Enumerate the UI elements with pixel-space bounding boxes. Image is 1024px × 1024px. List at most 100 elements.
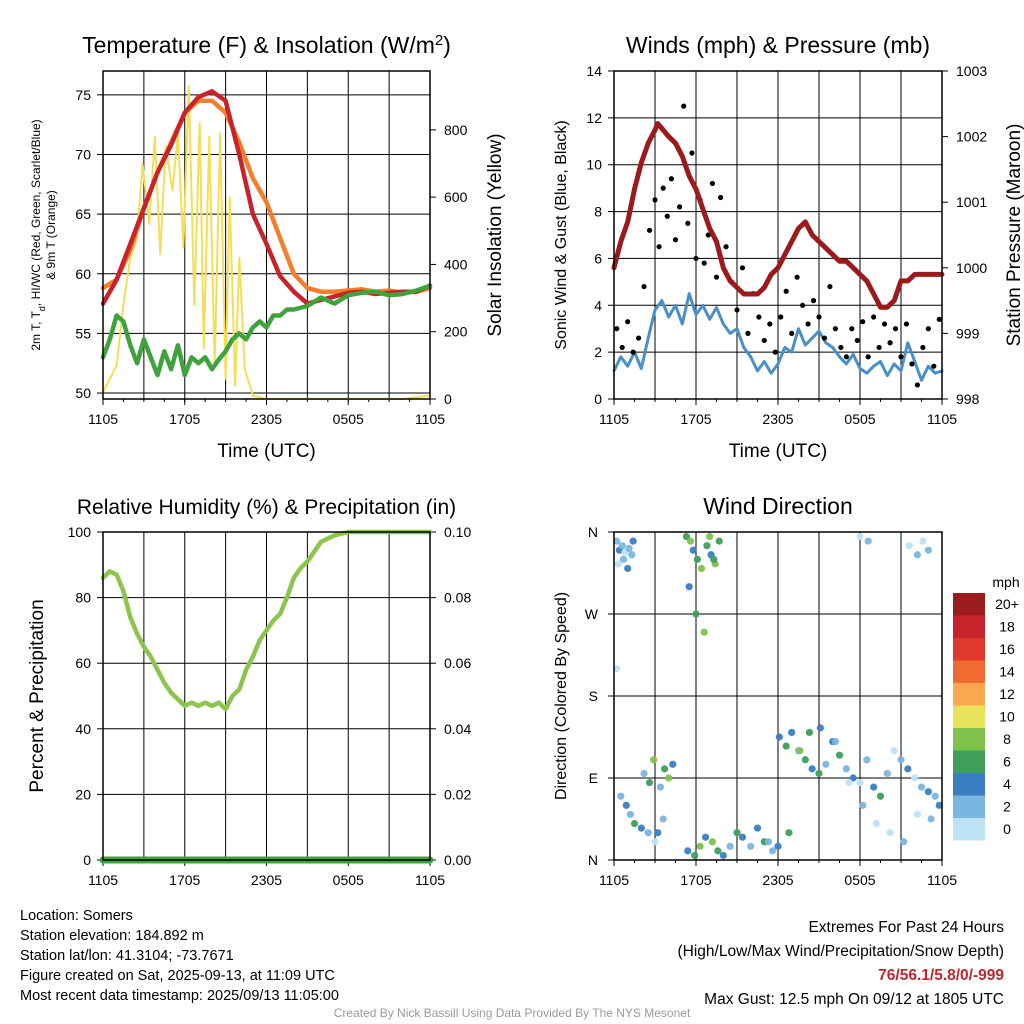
direction-point — [697, 564, 706, 573]
gust-point — [925, 326, 931, 332]
humidity-chart: 1105 1705 2305 0505 1105 0 20 40 60 80 100 0.00 0.02… — [27, 496, 471, 888]
direction-point — [686, 537, 695, 545]
direction-point — [863, 756, 871, 764]
colorbar-swatch — [953, 795, 985, 818]
gust-point — [931, 363, 937, 369]
direction-point — [904, 765, 912, 773]
direction-point — [911, 774, 919, 782]
gust-point — [756, 314, 762, 320]
plot-border — [613, 531, 943, 861]
y2-axis-label: Station Pressure (Maroon) — [1004, 124, 1024, 347]
direction-point — [808, 765, 816, 773]
y-axis-label-line2: & 9m T (Orange) — [44, 190, 58, 280]
ylabel-sub: d — [37, 306, 47, 311]
direction-point — [913, 551, 922, 559]
colorbar-swatch — [953, 773, 985, 796]
direction-point — [842, 765, 850, 773]
gust-point — [652, 197, 658, 203]
colorbar-swatch — [953, 818, 985, 841]
y2-tick-label: 0.08 — [444, 590, 471, 606]
y2-tick-label: 1000 — [956, 260, 987, 276]
colorbar-label: 14 — [999, 664, 1015, 680]
direction-point — [738, 833, 747, 841]
direction-point — [864, 537, 872, 545]
credit-line: Created By Nick Bassill Using Data Provi… — [333, 1006, 691, 1020]
colorbar-swatch — [953, 705, 985, 728]
colorbar-label: 20+ — [995, 596, 1019, 612]
colorbar-label: 2 — [1003, 799, 1011, 815]
series-line — [100, 283, 433, 378]
direction-point — [801, 756, 809, 764]
gust-point — [723, 244, 729, 250]
colorbar-swatch — [953, 638, 985, 661]
gust-point — [903, 321, 910, 327]
y2-tick-label: 800 — [444, 122, 468, 138]
y-axis-label: Sonic Wind & Gust (Blue, Black) — [553, 120, 570, 349]
colorbar-title: mph — [992, 574, 1019, 590]
gust-point — [898, 354, 904, 360]
direction-point — [637, 824, 645, 832]
direction-point — [614, 560, 622, 568]
direction-point — [796, 747, 804, 755]
direction-point — [935, 801, 943, 809]
gust-point — [914, 382, 921, 388]
direction-point — [764, 838, 773, 846]
chart-title: Temperature (F) & Insolation (W/m2) — [82, 32, 451, 59]
humidity-line — [100, 529, 433, 712]
x-tick-label: 1705 — [680, 872, 711, 888]
x-tick-label: 1105 — [599, 872, 629, 888]
colorbar-label: 6 — [1003, 754, 1011, 770]
direction-point — [788, 728, 796, 737]
plot-border — [613, 70, 943, 400]
most-recent-timestamp: Most recent data timestamp: 2025/09/13 1… — [20, 988, 339, 1004]
gust-point — [887, 340, 893, 346]
gust-point — [892, 326, 899, 332]
colorbar-label: 16 — [999, 641, 1015, 657]
gust-point — [920, 344, 926, 351]
x-tick-label: 0505 — [844, 411, 875, 427]
x-tick-label: 0505 — [333, 872, 364, 888]
gust-point — [656, 244, 662, 250]
direction-point — [669, 760, 677, 768]
direction-point — [733, 829, 741, 837]
y-tick-label: 65 — [75, 206, 91, 222]
direction-point — [651, 838, 659, 846]
direction-point — [629, 537, 637, 545]
y-tick-label: 75 — [75, 87, 91, 103]
direction-point — [692, 610, 700, 618]
direction-point — [628, 551, 636, 559]
x-tick-label: 0505 — [333, 411, 364, 427]
direction-point — [905, 542, 913, 550]
x-tick-label: 1105 — [927, 872, 957, 888]
extremes-values: 76/56.1/5.8/0/-999 — [878, 967, 1004, 984]
gust-point — [860, 319, 866, 325]
direction-point — [618, 542, 626, 550]
chart-title: Winds (mph) & Pressure (mb) — [626, 32, 930, 58]
direction-point — [775, 733, 783, 741]
gust-point — [849, 326, 855, 332]
y2-tick-label: 998 — [956, 391, 980, 407]
direction-point — [816, 724, 824, 732]
y-tick-label: 100 — [68, 524, 92, 540]
direction-point — [919, 537, 927, 545]
direction-point — [917, 783, 926, 791]
direction-point — [870, 783, 878, 791]
y2-tick-label: 400 — [444, 256, 468, 272]
chart-title: Relative Humidity (%) & Precipitation (i… — [77, 496, 456, 519]
y2-tick-label: 0.02 — [444, 786, 471, 802]
direction-point — [644, 829, 652, 837]
gust-point — [810, 298, 817, 304]
gust-point — [761, 337, 767, 344]
y-tick-label: 70 — [75, 146, 91, 162]
gust-point — [739, 265, 746, 271]
gust-point — [767, 321, 773, 327]
x-tick-label: 1705 — [169, 411, 200, 427]
gust-point — [772, 349, 778, 355]
direction-point — [831, 737, 840, 746]
x-tick-label: 1105 — [415, 872, 445, 888]
extremes-title: Extremes For Past 24 Hours — [808, 919, 1004, 936]
chart-title: Wind Direction — [703, 493, 853, 519]
y2-tick-label: 0 — [444, 391, 452, 407]
plot-border — [102, 531, 431, 861]
direction-point — [876, 792, 885, 800]
